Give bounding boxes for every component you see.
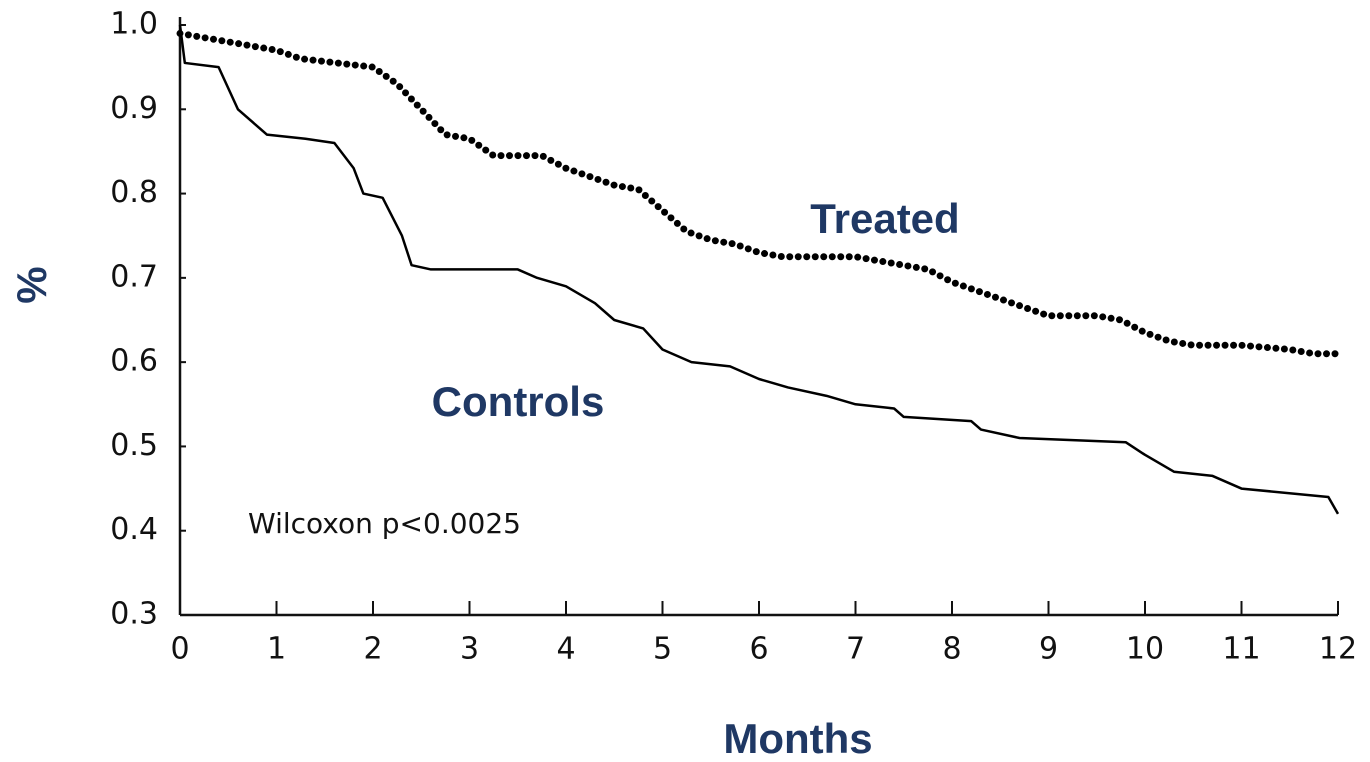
x-tick-label: 3 bbox=[460, 632, 479, 667]
y-tick-label: 0.4 bbox=[110, 512, 158, 547]
y-tick-label: 0.3 bbox=[110, 597, 158, 632]
x-tick-label: 6 bbox=[749, 632, 768, 667]
x-tick-label: 5 bbox=[653, 632, 672, 667]
series-line bbox=[176, 29, 1342, 358]
series-line bbox=[178, 24, 1340, 515]
x-tick-label: 0 bbox=[170, 632, 189, 667]
series-label: Controls bbox=[432, 378, 605, 425]
x-tick-label: 1 bbox=[267, 632, 286, 667]
x-tick-label: 11 bbox=[1222, 632, 1260, 667]
y-tick-label: 0.6 bbox=[110, 344, 158, 379]
x-tick-label: 2 bbox=[363, 632, 382, 667]
x-axis-label: Months bbox=[723, 715, 872, 762]
x-tick-label: 12 bbox=[1319, 632, 1357, 667]
y-tick-label: 0.9 bbox=[110, 91, 158, 126]
x-tick-label: 9 bbox=[1039, 632, 1058, 667]
annotation: Wilcoxon p<0.0025 bbox=[248, 507, 521, 540]
y-tick-label: 0.7 bbox=[110, 259, 158, 294]
x-tick-label: 10 bbox=[1126, 632, 1164, 667]
series-label: Treated bbox=[810, 195, 959, 242]
y-axis-label: % bbox=[8, 266, 55, 303]
x-tick-label: 4 bbox=[556, 632, 575, 667]
y-tick-label: 1.0 bbox=[110, 7, 158, 42]
y-tick-label: 0.5 bbox=[110, 428, 158, 463]
x-tick-label: 7 bbox=[846, 632, 865, 667]
x-tick-label: 8 bbox=[942, 632, 961, 667]
y-tick-label: 0.8 bbox=[110, 175, 158, 210]
